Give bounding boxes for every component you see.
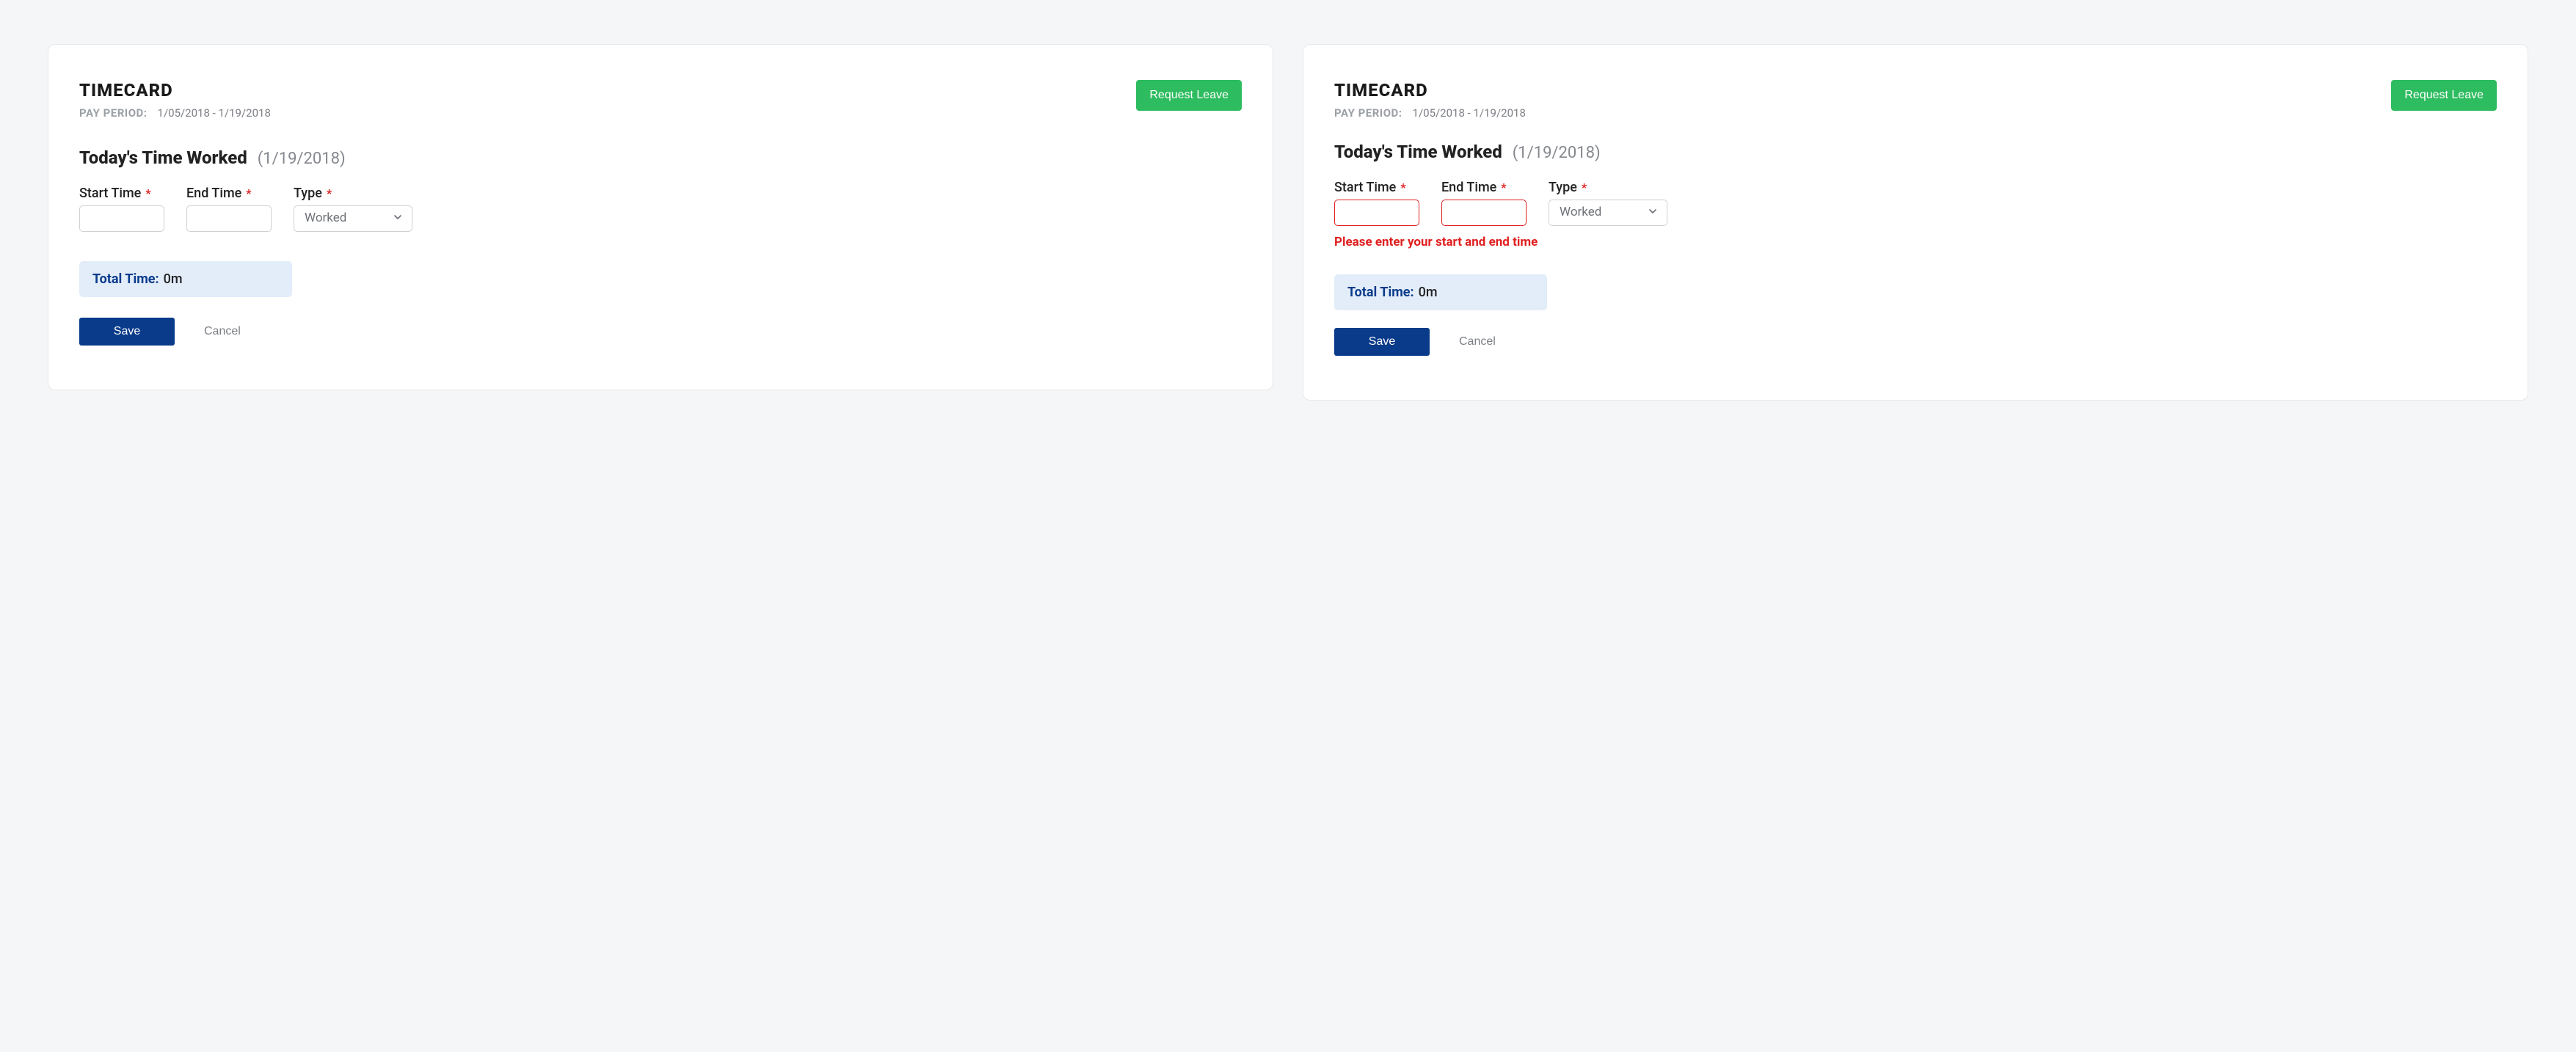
required-asterisk-icon: * [327, 186, 332, 200]
end-time-input[interactable] [1441, 200, 1527, 226]
total-time-box: Total Time: 0m [1334, 274, 1547, 310]
field-label-row: End Time * [186, 186, 272, 201]
pay-period-label: PAY PERIOD: [1334, 106, 1402, 120]
cancel-button[interactable]: Cancel [204, 325, 241, 338]
start-time-label: Start Time [1334, 180, 1396, 195]
required-asterisk-icon: * [1501, 180, 1506, 194]
start-time-input[interactable] [79, 205, 164, 232]
total-time-box: Total Time: 0m [79, 261, 292, 297]
actions-row: Save Cancel [1334, 328, 2497, 356]
section-date: (1/19/2018) [1513, 144, 1601, 162]
required-asterisk-icon: * [145, 186, 150, 200]
save-button[interactable]: Save [1334, 328, 1430, 356]
type-group: Type * Worked [294, 186, 412, 232]
field-label-row: Start Time * [79, 186, 164, 201]
total-time-value: 0m [1419, 285, 1438, 300]
section-date: (1/19/2018) [258, 150, 346, 168]
pay-period-value: 1/05/2018 - 1/19/2018 [1413, 106, 1526, 120]
end-time-label: End Time [1441, 180, 1496, 195]
pay-period-row: PAY PERIOD: 1/05/2018 - 1/19/2018 [1334, 106, 1526, 120]
form-row: Start Time * End Time * Type * Worked [1334, 180, 2497, 226]
total-time-label: Total Time: [92, 271, 159, 287]
card-title: TIMECARD [1334, 80, 1526, 101]
field-label-row: Start Time * [1334, 180, 1419, 195]
type-group: Type * Worked [1549, 180, 1667, 226]
timecard-card: TIMECARD PAY PERIOD: 1/05/2018 - 1/19/20… [48, 44, 1273, 390]
card-title: TIMECARD [79, 80, 271, 101]
field-label-row: End Time * [1441, 180, 1527, 195]
cancel-button[interactable]: Cancel [1459, 335, 1496, 348]
type-label: Type [294, 186, 322, 201]
request-leave-button[interactable]: Request Leave [1136, 80, 1242, 111]
field-label-row: Type * [294, 186, 412, 201]
timecard-card-error: TIMECARD PAY PERIOD: 1/05/2018 - 1/19/20… [1303, 44, 2528, 401]
form-row: Start Time * End Time * Type * Worked [79, 186, 1242, 232]
pay-period-row: PAY PERIOD: 1/05/2018 - 1/19/2018 [79, 106, 271, 120]
type-select[interactable]: Worked [1549, 200, 1667, 226]
required-asterisk-icon: * [246, 186, 251, 200]
card-header: TIMECARD PAY PERIOD: 1/05/2018 - 1/19/20… [79, 80, 1242, 120]
type-select[interactable]: Worked [294, 205, 412, 232]
cards-container: TIMECARD PAY PERIOD: 1/05/2018 - 1/19/20… [48, 44, 2528, 401]
type-select-wrap[interactable]: Worked [294, 205, 412, 232]
section-title-row: Today's Time Worked (1/19/2018) [79, 147, 1242, 168]
required-asterisk-icon: * [1582, 180, 1587, 194]
section-title-row: Today's Time Worked (1/19/2018) [1334, 142, 2497, 162]
header-left: TIMECARD PAY PERIOD: 1/05/2018 - 1/19/20… [1334, 80, 1526, 120]
actions-row: Save Cancel [79, 318, 1242, 346]
request-leave-button[interactable]: Request Leave [2391, 80, 2497, 111]
end-time-label: End Time [186, 186, 241, 201]
end-time-input[interactable] [186, 205, 272, 232]
section-title: Today's Time Worked [79, 147, 247, 168]
end-time-group: End Time * [186, 186, 272, 232]
start-time-label: Start Time [79, 186, 141, 201]
start-time-group: Start Time * [1334, 180, 1419, 226]
section-title: Today's Time Worked [1334, 142, 1502, 162]
type-label: Type [1549, 180, 1577, 195]
field-label-row: Type * [1549, 180, 1667, 195]
error-message: Please enter your start and end time [1334, 235, 2497, 249]
end-time-group: End Time * [1441, 180, 1527, 226]
total-time-value: 0m [164, 271, 183, 287]
pay-period-label: PAY PERIOD: [79, 106, 148, 120]
total-time-label: Total Time: [1347, 285, 1414, 300]
header-left: TIMECARD PAY PERIOD: 1/05/2018 - 1/19/20… [79, 80, 271, 120]
start-time-group: Start Time * [79, 186, 164, 232]
card-header: TIMECARD PAY PERIOD: 1/05/2018 - 1/19/20… [1334, 80, 2497, 120]
save-button[interactable]: Save [79, 318, 175, 346]
type-select-wrap[interactable]: Worked [1549, 200, 1667, 226]
start-time-input[interactable] [1334, 200, 1419, 226]
pay-period-value: 1/05/2018 - 1/19/2018 [158, 106, 271, 120]
required-asterisk-icon: * [1400, 180, 1405, 194]
